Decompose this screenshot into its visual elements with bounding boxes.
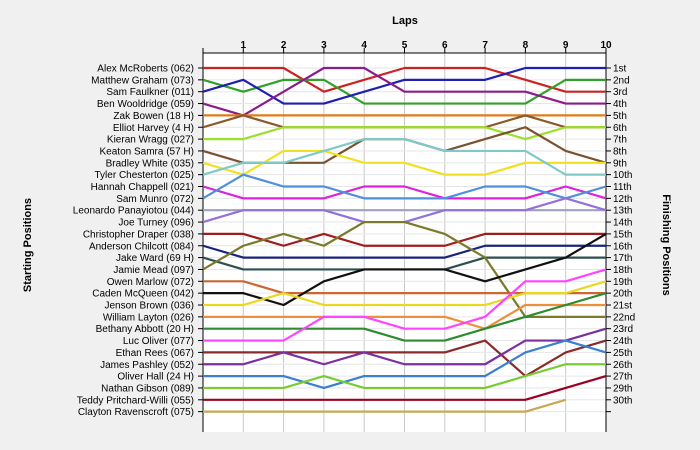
driver-label: Nathan Gibson (089) [101, 383, 194, 394]
series-line [202, 138, 606, 176]
finish-position-label: 27th [613, 372, 632, 383]
series-line [203, 292, 607, 342]
driver-label: Ethan Rees (067) [116, 348, 194, 359]
starting-position-labels: Alex McRoberts (062)Matthew Graham (073)… [73, 64, 194, 419]
driver-label: Bethany Abbott (20 H) [96, 324, 194, 335]
driver-label: Joe Turney (096) [118, 218, 194, 229]
finish-position-label: 8th [613, 146, 627, 157]
series-line [202, 173, 607, 200]
finish-position-label: 21st [613, 301, 632, 312]
series-line [203, 232, 606, 247]
finish-position-label: 4th [613, 99, 627, 110]
driver-label: Matthew Graham (073) [91, 75, 194, 86]
finish-position-label: 23rd [613, 324, 633, 335]
series-line [202, 244, 606, 259]
finish-position-label: 26th [613, 360, 632, 371]
lap-label: 2 [281, 40, 287, 51]
driver-label: Ben Wooldridge (059) [97, 99, 194, 110]
driver-label: Tyler Chesterton (025) [95, 170, 195, 181]
driver-label: Keaton Samra (57 H) [100, 146, 195, 157]
series-line [203, 339, 607, 378]
finish-position-label: 1st [613, 64, 627, 75]
driver-label: Zak Bowen (18 H) [113, 111, 194, 122]
series-line [203, 339, 607, 390]
finishing-position-labels: 1st2nd3rd4th5th6th7th8th9th10th11th12th1… [613, 64, 635, 407]
finish-position-label: 25th [613, 348, 632, 359]
driver-label: Elliot Harvey (4 H) [113, 123, 194, 134]
finish-position-label: 24th [613, 336, 632, 347]
finish-position-label: 6th [613, 123, 627, 134]
finish-position-label: 7th [613, 135, 627, 146]
driver-label: Sam Faulkner (011) [106, 87, 194, 98]
series-line [203, 280, 607, 307]
series-line [203, 363, 606, 390]
finish-position-label: 18th [613, 265, 632, 276]
series-line [202, 149, 606, 176]
driver-label: Alex McRoberts (062) [97, 64, 194, 75]
lap-label: 4 [361, 40, 367, 51]
finish-position-label: 22nd [613, 312, 635, 323]
series-line [202, 66, 606, 117]
driver-label: Anderson Chilcott (084) [89, 241, 194, 252]
driver-label: James Pashley (052) [100, 360, 194, 371]
driver-label: Sam Munro (072) [116, 194, 194, 205]
driver-label: Christopher Draper (038) [83, 229, 194, 240]
driver-label: Owen Marlow (072) [107, 277, 194, 288]
lap-label: 7 [482, 40, 488, 51]
finish-position-label: 17th [613, 253, 632, 264]
finish-position-label: 9th [613, 158, 627, 169]
driver-label: Clayton Ravenscroft (075) [78, 407, 194, 418]
finish-position-label: 16th [613, 241, 632, 252]
driver-label: Teddy Pritchard-Willi (055) [77, 395, 194, 406]
lap-labels: 1 2 3 4 5 6 7 8 9 10 [241, 40, 612, 51]
finish-position-label: 11th [613, 182, 632, 193]
finish-position-label: 15th [613, 229, 632, 240]
lap-label: 5 [402, 40, 408, 51]
y-axis-label-left: Starting Positions [22, 198, 34, 292]
finish-position-label: 12th [613, 194, 632, 205]
driver-label: Jenson Brown (036) [105, 301, 195, 312]
finish-position-label: 2nd [613, 75, 630, 86]
finish-position-label: 3rd [613, 87, 627, 98]
lap-label: 3 [321, 40, 327, 51]
driver-label: Oliver Hall (24 H) [117, 372, 194, 383]
finish-position-label: 10th [613, 170, 632, 181]
driver-label: Caden McQueen (042) [92, 289, 194, 300]
series-line [203, 398, 567, 413]
lap-label: 10 [600, 40, 612, 51]
lap-label: 8 [523, 40, 529, 51]
series-line [203, 375, 607, 401]
series-line [202, 185, 607, 200]
series-line [203, 327, 607, 366]
chart-title: Laps [392, 15, 418, 27]
driver-label: Jake Ward (69 H) [116, 253, 194, 264]
lap-label: 9 [563, 40, 569, 51]
driver-label: Luc Oliver (077) [123, 336, 194, 347]
driver-label: Bradley White (035) [106, 158, 194, 169]
finish-position-label: 30th [613, 395, 632, 406]
lap-label: 1 [241, 40, 247, 51]
driver-label: Kieran Wragg (027) [107, 135, 194, 146]
series-line [203, 66, 606, 93]
finish-position-label: 29th [613, 383, 632, 394]
series-line [203, 232, 607, 307]
driver-label: Hannah Chappell (021) [91, 182, 194, 193]
series-lines [202, 66, 607, 413]
driver-label: Leonardo Panayiotou (044) [73, 206, 194, 217]
driver-label: Jamie Mead (097) [113, 265, 194, 276]
finish-position-label: 14th [613, 218, 632, 229]
y-axis-label-right: Finishing Positions [660, 194, 672, 295]
series-line [202, 220, 606, 318]
series-line [203, 268, 607, 342]
driver-label: William Layton (026) [103, 312, 194, 323]
series-line [202, 66, 606, 105]
finish-position-label: 13th [613, 206, 632, 217]
finish-position-label: 5th [613, 111, 627, 122]
finish-position-label: 19th [613, 277, 632, 288]
finish-position-label: 20th [613, 289, 632, 300]
lap-label: 6 [442, 40, 448, 51]
series-line [203, 303, 606, 330]
